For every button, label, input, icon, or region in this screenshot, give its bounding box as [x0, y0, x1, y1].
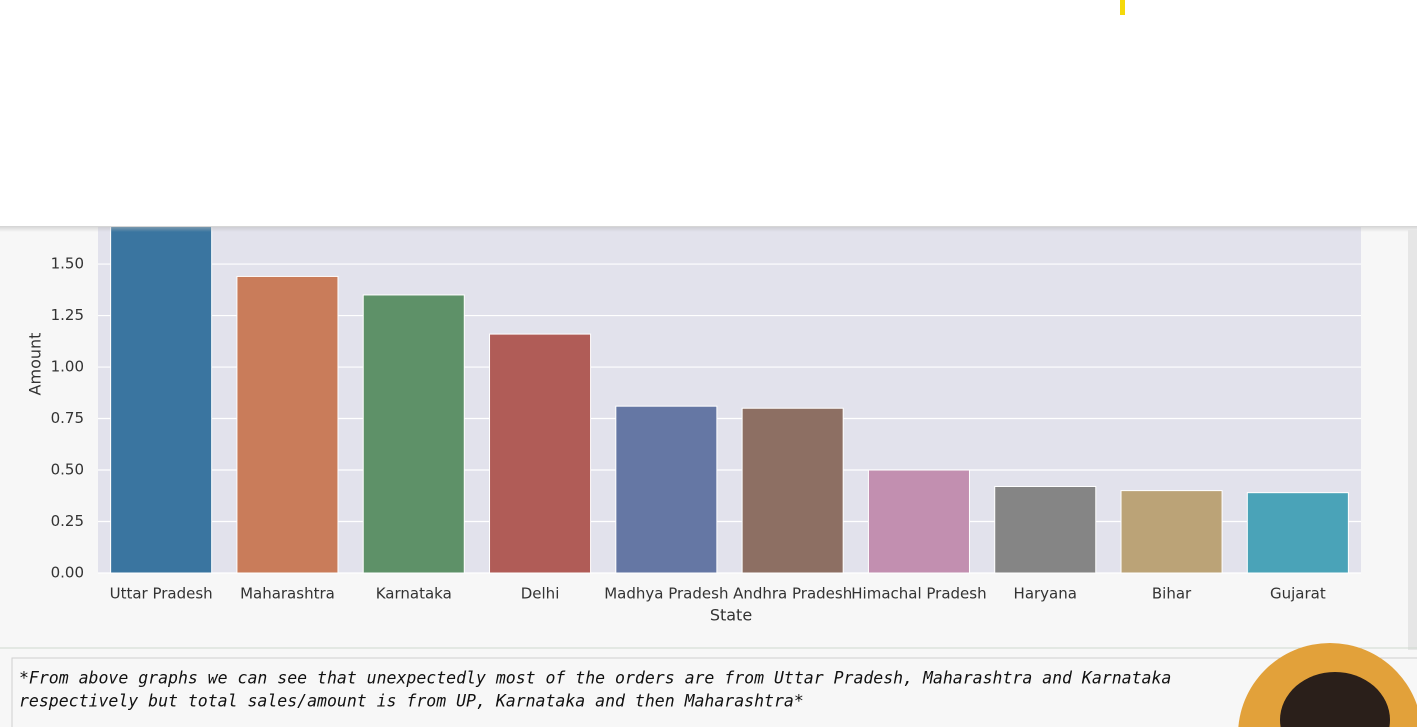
markdown-cell [11, 657, 1417, 727]
y-tick-label: 0.25 [51, 512, 84, 530]
bar [110, 227, 213, 573]
plot: 0.00 0.25 0.50 0.75 1.00 1.25 1.50 Uttar Prades… [51, 227, 1361, 603]
x-tick-label: Gujarat [1270, 585, 1326, 603]
x-tick-label: Andhra Pradesh [733, 585, 852, 603]
x-tick-label: Bihar [1152, 585, 1192, 603]
x-axis-label: State [710, 606, 752, 625]
y-tick-label: 0.75 [51, 409, 84, 427]
x-tick-label: Haryana [1014, 585, 1077, 603]
bar [362, 294, 465, 573]
bar [615, 405, 718, 573]
y-tick-label: 1.00 [51, 358, 84, 376]
bar [1120, 490, 1223, 573]
webcam-person [1280, 672, 1390, 727]
bar [741, 407, 844, 573]
x-tick-label: Karnataka [376, 585, 452, 603]
y-tick-label: 1.50 [51, 255, 84, 273]
scrollbar [1408, 230, 1417, 650]
x-tick-label: Maharashtra [240, 585, 335, 603]
note-line: respectively but total sales/amount is f… [19, 692, 804, 711]
y-tick-label: 0.00 [51, 564, 84, 582]
bars [110, 227, 1349, 573]
bar [489, 333, 592, 573]
panel-shadow [0, 226, 1417, 232]
y-tick-label: 1.25 [51, 306, 84, 324]
x-tick-label: Delhi [521, 585, 560, 603]
x-tick-label: Madhya Pradesh [604, 585, 728, 603]
x-tick-label: Uttar Pradesh [110, 585, 213, 603]
bar [236, 275, 339, 573]
x-tick-label: Himachal Pradesh [851, 585, 986, 603]
y-tick-label: 0.50 [51, 461, 84, 479]
overlay-panel [0, 0, 1417, 226]
cursor-mark [1120, 0, 1125, 15]
y-axis-label: Amount [26, 333, 45, 396]
bar [867, 469, 970, 573]
bar [1246, 492, 1349, 573]
note-line: *From above graphs we can see that unexp… [19, 669, 1171, 688]
bar [994, 486, 1097, 573]
